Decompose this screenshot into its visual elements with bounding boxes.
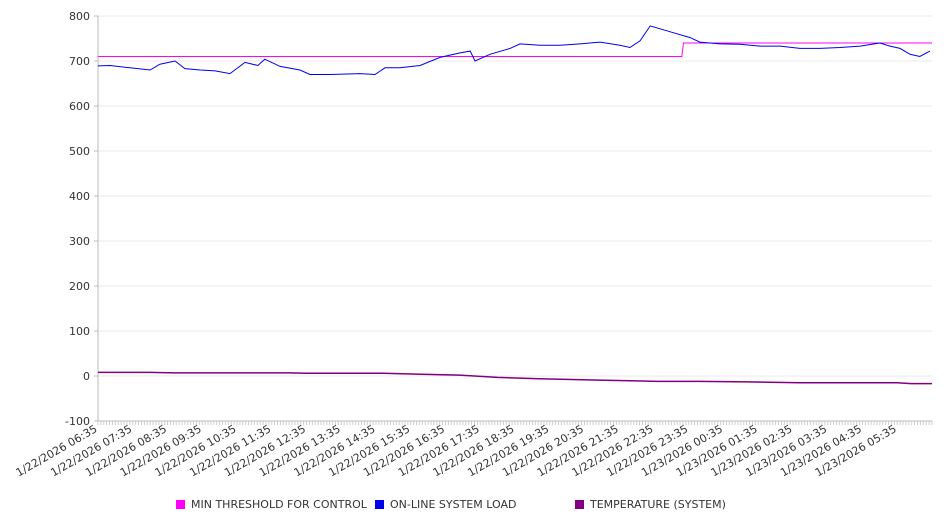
series-line-min-threshold-for-control: [98, 42, 932, 57]
grid: [98, 15, 932, 422]
y-tick-label: 600: [69, 100, 90, 113]
legend-swatch-icon: [176, 500, 185, 509]
y-tick-label: -100: [65, 415, 90, 428]
legend-label: MIN THRESHOLD FOR CONTROL: [191, 498, 367, 511]
x-axis: 1/22/2026 06:351/22/2026 07:351/22/2026 …: [14, 420, 933, 479]
legend-swatch-icon: [375, 500, 384, 509]
legend-item-online-system-load[interactable]: ON-LINE SYSTEM LOAD: [375, 498, 516, 511]
legend-label: TEMPERATURE (SYSTEM): [590, 498, 726, 511]
legend-item-temperature[interactable]: TEMPERATURE (SYSTEM): [575, 498, 726, 511]
y-tick-label: 400: [69, 190, 90, 203]
legend-item-min-threshold[interactable]: MIN THRESHOLD FOR CONTROL: [176, 498, 367, 511]
legend: MIN THRESHOLD FOR CONTROL ON-LINE SYSTEM…: [0, 498, 946, 514]
y-tick-label: 200: [69, 280, 90, 293]
series-lines: [97, 25, 932, 385]
y-tick-label: 300: [69, 235, 90, 248]
series-line-temperature-system-: [98, 371, 932, 385]
series-line-on-line-system-load: [97, 25, 931, 76]
y-tick-label: 800: [69, 10, 90, 23]
legend-swatch-icon: [575, 500, 584, 509]
y-tick-label: 700: [69, 55, 90, 68]
y-axis: 800 700 600 500 400 300 200 100 0 -100: [65, 10, 99, 428]
y-tick-label: 0: [83, 370, 90, 383]
y-tick-label: 500: [69, 145, 90, 158]
y-tick-label: 100: [69, 325, 90, 338]
legend-label: ON-LINE SYSTEM LOAD: [390, 498, 517, 511]
